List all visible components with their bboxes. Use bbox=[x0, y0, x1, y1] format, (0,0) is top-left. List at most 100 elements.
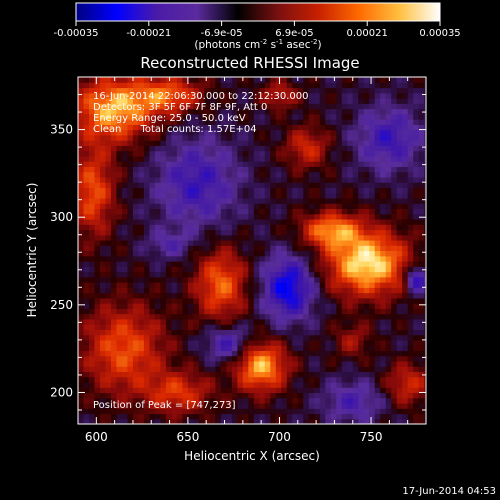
heatmap-cell bbox=[187, 366, 194, 373]
heatmap-cell bbox=[281, 150, 288, 157]
heatmap-cell bbox=[226, 92, 233, 99]
heatmap-cell bbox=[292, 213, 299, 220]
heatmap-cell bbox=[347, 329, 354, 336]
heatmap-cell bbox=[143, 197, 151, 204]
heatmap-cell bbox=[330, 92, 337, 99]
heatmap-cell bbox=[248, 282, 255, 288]
heatmap-cell bbox=[248, 387, 255, 394]
heatmap-cell bbox=[308, 213, 315, 220]
heatmap-cell bbox=[132, 360, 140, 367]
heatmap-cell bbox=[160, 166, 167, 173]
heatmap-cell bbox=[281, 355, 288, 362]
heatmap-cell bbox=[176, 387, 183, 394]
heatmap-cell bbox=[248, 108, 255, 115]
heatmap-cell bbox=[358, 103, 365, 110]
heatmap-cell bbox=[281, 292, 288, 299]
heatmap-cell bbox=[369, 418, 376, 424]
heatmap-cell bbox=[248, 397, 255, 404]
heatmap-cell bbox=[407, 250, 414, 257]
heatmap-cell bbox=[78, 224, 85, 231]
heatmap-cell bbox=[275, 266, 282, 273]
heatmap-cell bbox=[303, 161, 310, 167]
heatmap-cell bbox=[187, 182, 194, 189]
heatmap-cell bbox=[248, 239, 255, 246]
heatmap-cell bbox=[253, 287, 260, 294]
heatmap-cell bbox=[297, 182, 304, 189]
heatmap-cell bbox=[314, 318, 321, 325]
heatmap-cell bbox=[286, 129, 293, 136]
heatmap-cell bbox=[281, 145, 288, 152]
heatmap-cell bbox=[275, 113, 282, 120]
heatmap-cell bbox=[358, 366, 365, 373]
heatmap-cell bbox=[215, 134, 222, 141]
heatmap-cell bbox=[270, 145, 277, 152]
heatmap-cell bbox=[242, 413, 249, 420]
heatmap-cell bbox=[88, 397, 96, 404]
heatmap-cell bbox=[352, 350, 359, 357]
heatmap-cell bbox=[209, 182, 216, 189]
heatmap-cell bbox=[336, 255, 343, 262]
heatmap-cell bbox=[418, 224, 425, 231]
heatmap-cell bbox=[231, 408, 238, 415]
heatmap-cell bbox=[369, 292, 376, 299]
heatmap-cell bbox=[242, 408, 249, 415]
heatmap-cell bbox=[358, 197, 365, 204]
heatmap-cell bbox=[198, 360, 205, 367]
colorbar-ticks: -0.00035 -0.00021 -6.9e-05 6.9e-05 0.00021 0.… bbox=[54, 21, 461, 39]
heatmap-cell bbox=[215, 366, 222, 373]
heatmap-cell bbox=[226, 355, 233, 362]
heatmap-cell bbox=[237, 140, 244, 146]
heatmap-cell bbox=[242, 324, 249, 330]
heatmap-cell bbox=[341, 134, 348, 141]
heatmap-cell bbox=[160, 334, 167, 341]
heatmap-cell bbox=[297, 161, 304, 167]
heatmap-cell bbox=[347, 239, 354, 246]
heatmap-cell bbox=[78, 324, 85, 330]
heatmap-cell bbox=[281, 308, 288, 315]
heatmap-cell bbox=[270, 292, 277, 299]
heatmap-cell bbox=[248, 182, 255, 189]
heatmap-cell bbox=[413, 229, 420, 236]
heatmap-cell bbox=[231, 182, 238, 189]
heatmap-cell bbox=[396, 282, 403, 288]
heatmap-cell bbox=[336, 234, 343, 241]
heatmap-cell bbox=[347, 303, 354, 309]
heatmap-cell bbox=[171, 324, 178, 330]
heatmap-cell bbox=[105, 197, 112, 204]
heatmap-cell bbox=[418, 176, 425, 183]
heatmap-cell bbox=[176, 255, 183, 262]
heatmap-cell bbox=[286, 145, 293, 152]
heatmap-cell bbox=[187, 381, 194, 388]
heatmap-cell bbox=[303, 108, 310, 115]
heatmap-cell bbox=[374, 308, 381, 315]
heatmap-cell bbox=[99, 224, 107, 231]
heatmap-cell bbox=[363, 266, 370, 273]
heatmap-cell bbox=[154, 229, 162, 236]
heatmap-cell bbox=[88, 192, 96, 199]
heatmap-cell bbox=[303, 392, 310, 399]
heatmap-cell bbox=[380, 308, 387, 315]
heatmap-cell bbox=[198, 329, 205, 336]
heatmap-cell bbox=[424, 134, 426, 141]
heatmap-cell bbox=[347, 250, 354, 257]
heatmap-cell bbox=[413, 261, 420, 267]
heatmap-cell bbox=[242, 192, 249, 199]
heatmap-cell bbox=[391, 208, 398, 215]
heatmap-cell bbox=[99, 239, 107, 246]
heatmap-cell bbox=[319, 339, 326, 346]
heatmap-cell bbox=[127, 187, 134, 194]
heatmap-cell bbox=[358, 245, 365, 252]
heatmap-cell bbox=[402, 276, 409, 283]
heatmap-cell bbox=[424, 297, 426, 304]
heatmap-cell bbox=[99, 266, 107, 273]
heatmap-cell bbox=[209, 208, 216, 215]
annotation-detectors: Detectors: 3F 5F 6F 7F 8F 9F, Att 0 bbox=[93, 102, 267, 113]
heatmap-cell bbox=[204, 113, 211, 120]
heatmap-cell bbox=[99, 129, 107, 136]
heatmap-cell bbox=[253, 402, 260, 409]
heatmap-cell bbox=[220, 250, 227, 257]
heatmap-cell bbox=[259, 287, 266, 294]
heatmap-cell bbox=[99, 308, 107, 315]
heatmap-cell bbox=[396, 229, 403, 236]
heatmap-cell bbox=[105, 113, 112, 120]
